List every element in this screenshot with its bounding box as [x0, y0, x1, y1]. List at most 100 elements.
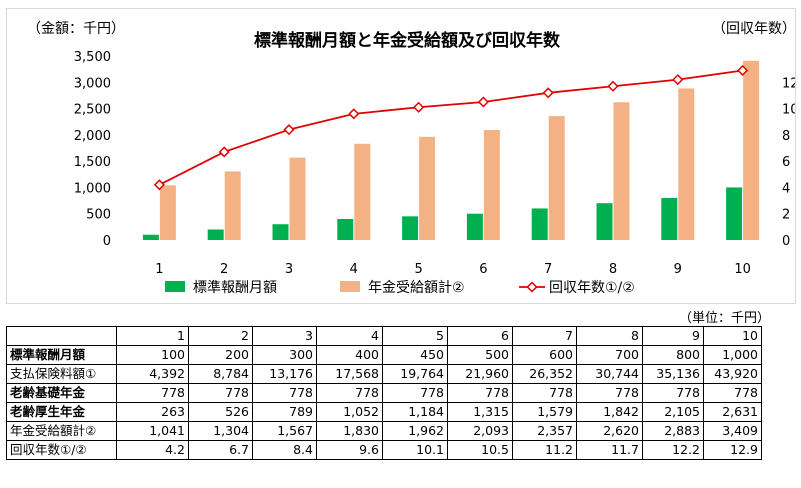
y-left-tick-label: 500 [86, 208, 111, 223]
table-cell: 9.6 [316, 440, 383, 460]
table-row-label: 年金受給額計② [6, 421, 117, 441]
table-cell: 2,883 [642, 421, 704, 441]
table-cell: 4.2 [116, 440, 189, 460]
table-cell: 13,176 [252, 364, 317, 384]
table-cell: 19,764 [382, 364, 448, 384]
y-right-tick-label: 6 [782, 155, 790, 170]
table-cell: 778 [252, 383, 317, 403]
bar-series [142, 60, 760, 241]
payback-point [283, 124, 295, 136]
bar-salary [531, 208, 548, 240]
legend-swatch-marker [526, 281, 538, 293]
x-tick-label: 9 [674, 262, 682, 277]
table-cell: 11.2 [512, 440, 577, 460]
table-cell: 8.4 [252, 440, 317, 460]
y-right-tick-label: 10 [782, 103, 795, 118]
legend-label: 回収年数①/② [549, 280, 635, 296]
table-cell: 778 [642, 383, 704, 403]
legend-label: 年金受給額計② [368, 280, 465, 296]
table-header-cell: 3 [252, 326, 317, 346]
table-cell: 1,579 [512, 402, 577, 422]
y-left-tick-label: 1,500 [74, 155, 111, 170]
table-cell: 17,568 [316, 364, 383, 384]
legend: 標準報酬月額 年金受給額計② 回収年数①/② [165, 280, 635, 296]
table-header-cell: 1 [116, 326, 189, 346]
table-header-cell: 8 [576, 326, 643, 346]
payback-point [218, 146, 230, 158]
line-series [153, 64, 749, 191]
bar-salary [142, 234, 159, 240]
chart-title: 標準報酬月額と年金受給額及び回収年数 [254, 30, 561, 51]
bar-salary [466, 213, 483, 240]
table-cell: 526 [188, 402, 253, 422]
bar-pension [419, 136, 436, 240]
right-axis-ticks: 0 2 4 6 8 10 12 [782, 76, 795, 249]
table-cell: 1,830 [316, 421, 383, 441]
table-cell: 43,920 [703, 364, 762, 384]
table-header-cell: 5 [382, 326, 448, 346]
table-cell: 1,000 [703, 345, 762, 365]
y-right-tick-label: 0 [782, 234, 790, 249]
table-cell: 2,620 [576, 421, 643, 441]
bar-pension [483, 129, 500, 240]
payback-point [672, 74, 684, 86]
table-cell: 2,105 [642, 402, 704, 422]
chart-panel: （金額：千円） 標準報酬月額と年金受給額及び回収年数 （回収年数） 0 500 1,… [6, 8, 796, 304]
combo-chart: （金額：千円） 標準報酬月額と年金受給額及び回収年数 （回収年数） 0 500 1,… [27, 21, 795, 296]
bar-pension [613, 102, 630, 241]
y-left-tick-label: 1,000 [74, 181, 111, 196]
table-cell: 6.7 [188, 440, 253, 460]
legend-label: 標準報酬月額 [193, 280, 277, 296]
y-left-tick-label: 2,000 [74, 129, 111, 144]
table-row: 老齢基礎年金 778 778 778 778 778 778 778 778 778 778 [6, 383, 762, 403]
table-header-cell: 2 [188, 326, 253, 346]
table-cell: 800 [642, 345, 704, 365]
bar-salary [337, 218, 354, 240]
table-cell: 1,041 [116, 421, 189, 441]
table-cell: 2,093 [447, 421, 513, 441]
bar-salary [272, 224, 289, 240]
table-cell: 778 [703, 383, 762, 403]
bar-pension [159, 185, 176, 240]
bar-salary [207, 229, 224, 240]
bar-pension [548, 116, 565, 240]
table-cell: 200 [188, 345, 253, 365]
table-cell: 3,409 [703, 421, 762, 441]
x-tick-label: 4 [350, 262, 358, 277]
x-tick-label: 2 [220, 262, 228, 277]
table-cell: 778 [316, 383, 383, 403]
table-cell: 778 [188, 383, 253, 403]
table-row: 支払保険料額① 4,392 8,784 13,176 17,568 19,764 21,96… [6, 364, 762, 384]
left-axis-unit: （金額：千円） [27, 21, 125, 37]
y-left-tick-label: 3,000 [74, 76, 111, 91]
table-cell: 778 [512, 383, 577, 403]
table-cell: 30,744 [576, 364, 643, 384]
bar-salary [661, 197, 678, 240]
table-cell: 778 [447, 383, 513, 403]
table-row-label: 標準報酬月額 [6, 345, 117, 365]
table-cell: 12.9 [703, 440, 762, 460]
y-right-tick-label: 8 [782, 129, 790, 144]
table-cell: 1,304 [188, 421, 253, 441]
table-cell: 500 [447, 345, 513, 365]
table-cell: 1,315 [447, 402, 513, 422]
bar-salary [726, 187, 743, 240]
table-cell: 2,631 [703, 402, 762, 422]
legend-swatch [165, 281, 185, 292]
table-cell: 400 [316, 345, 383, 365]
right-axis-unit: （回収年数） [712, 21, 795, 37]
x-tick-label: 3 [285, 262, 293, 277]
table-cell: 263 [116, 402, 189, 422]
table-cell: 1,962 [382, 421, 448, 441]
table-cell: 11.7 [576, 440, 643, 460]
x-axis-ticks: 1 2 3 4 5 6 7 8 9 10 [155, 262, 751, 277]
table-cell: 300 [252, 345, 317, 365]
payback-point [153, 179, 165, 191]
x-tick-label: 5 [414, 262, 422, 277]
x-tick-label: 8 [609, 262, 617, 277]
y-right-tick-label: 4 [782, 181, 790, 196]
bar-pension [354, 143, 371, 240]
bar-salary [596, 203, 613, 240]
table-cell: 10.5 [447, 440, 513, 460]
table-unit-note: （単位：千円） [679, 311, 771, 326]
